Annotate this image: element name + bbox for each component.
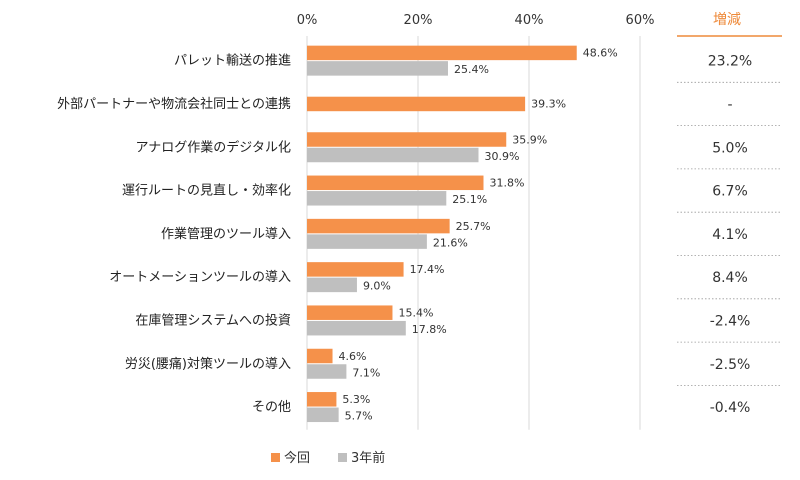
legend-label-current: 今回 bbox=[284, 450, 310, 466]
category-label: パレット輸送の推進 bbox=[174, 54, 291, 69]
x-axis-ticks: 0% 20% 40% 60% bbox=[297, 13, 655, 28]
data-label-current: 4.6% bbox=[339, 350, 367, 363]
category-label: その他 bbox=[252, 400, 291, 415]
data-label-current: 48.6% bbox=[583, 47, 618, 60]
bar-previous bbox=[307, 407, 339, 423]
category-label: アナログ作業のデジタル化 bbox=[136, 139, 291, 155]
delta-value: 5.0% bbox=[712, 140, 748, 156]
bar-current bbox=[307, 45, 577, 61]
bar-previous bbox=[307, 147, 479, 163]
data-label-current: 31.8% bbox=[489, 177, 524, 190]
bars bbox=[307, 45, 577, 423]
data-label-previous: 30.9% bbox=[484, 150, 519, 163]
data-label-current: 17.4% bbox=[410, 263, 445, 276]
delta-value: -2.4% bbox=[710, 313, 751, 329]
delta-header: 増減 bbox=[713, 11, 741, 28]
category-label: 労災(腰痛)対策ツールの導入 bbox=[125, 356, 291, 372]
bar-previous bbox=[307, 234, 427, 249]
bar-previous bbox=[307, 364, 347, 379]
bar-previous bbox=[307, 320, 406, 336]
delta-value: - bbox=[727, 97, 732, 113]
bar-current bbox=[307, 96, 526, 112]
x-tick-label: 20% bbox=[404, 13, 433, 28]
delta-value: -2.5% bbox=[710, 357, 751, 373]
legend-label-previous: 3年前 bbox=[351, 450, 385, 466]
data-label-previous: 21.6% bbox=[433, 236, 468, 249]
legend-swatch-previous bbox=[338, 453, 347, 462]
bar-current bbox=[307, 392, 337, 407]
delta-value: 4.1% bbox=[712, 227, 748, 243]
bar-current bbox=[307, 305, 393, 320]
delta-value: 23.2% bbox=[708, 54, 752, 70]
bar-current bbox=[307, 348, 333, 364]
x-tick-label: 60% bbox=[626, 13, 655, 28]
delta-column: 増減 23.2% - 5.0% 6.7% 4.1% 8.4% -2.4% -2.5% -0.4% bbox=[677, 11, 782, 416]
data-label-previous: 9.0% bbox=[363, 280, 391, 293]
category-label: 作業管理のツール導入 bbox=[161, 226, 291, 242]
legend-swatch-current bbox=[271, 453, 280, 462]
data-label-previous: 25.1% bbox=[452, 193, 487, 206]
category-label: 在庫管理システムへの投資 bbox=[135, 312, 291, 328]
delta-value: 6.7% bbox=[712, 184, 748, 200]
bar-current bbox=[307, 262, 404, 277]
delta-value: -0.4% bbox=[710, 400, 751, 416]
data-label-current: 39.3% bbox=[531, 98, 566, 111]
delta-value: 8.4% bbox=[712, 270, 748, 286]
data-label-current: 15.4% bbox=[398, 306, 433, 319]
category-label: オートメーションツールの導入 bbox=[109, 270, 291, 285]
data-label-previous: 25.4% bbox=[454, 63, 489, 76]
data-label-current: 25.7% bbox=[456, 220, 491, 233]
category-labels: パレット輸送の推進外部パートナーや物流会社同士との連携アナログ作業のデジタル化運… bbox=[57, 54, 291, 415]
data-label-current: 35.9% bbox=[512, 133, 547, 146]
bar-previous bbox=[307, 277, 357, 293]
data-labels: 48.6% 25.4% 39.3% 35.9% 30.9% 31.8%25.1% 25.7%… bbox=[339, 47, 618, 423]
x-tick-label: 0% bbox=[297, 13, 318, 28]
x-tick-label: 40% bbox=[515, 13, 544, 28]
bar-previous bbox=[307, 61, 448, 76]
category-label: 運行ルートの見直し・効率化 bbox=[122, 183, 291, 199]
legend: 今回 3年前 bbox=[271, 450, 385, 466]
bar-current bbox=[307, 175, 484, 191]
bar-previous bbox=[307, 191, 447, 206]
data-label-current: 5.3% bbox=[342, 393, 370, 406]
bar-current bbox=[307, 132, 507, 147]
data-label-previous: 5.7% bbox=[345, 410, 373, 423]
data-label-previous: 17.8% bbox=[412, 323, 447, 336]
category-label: 外部パートナーや物流会社同士との連携 bbox=[57, 96, 291, 112]
data-label-previous: 7.1% bbox=[352, 366, 380, 379]
bar-current bbox=[307, 218, 450, 234]
